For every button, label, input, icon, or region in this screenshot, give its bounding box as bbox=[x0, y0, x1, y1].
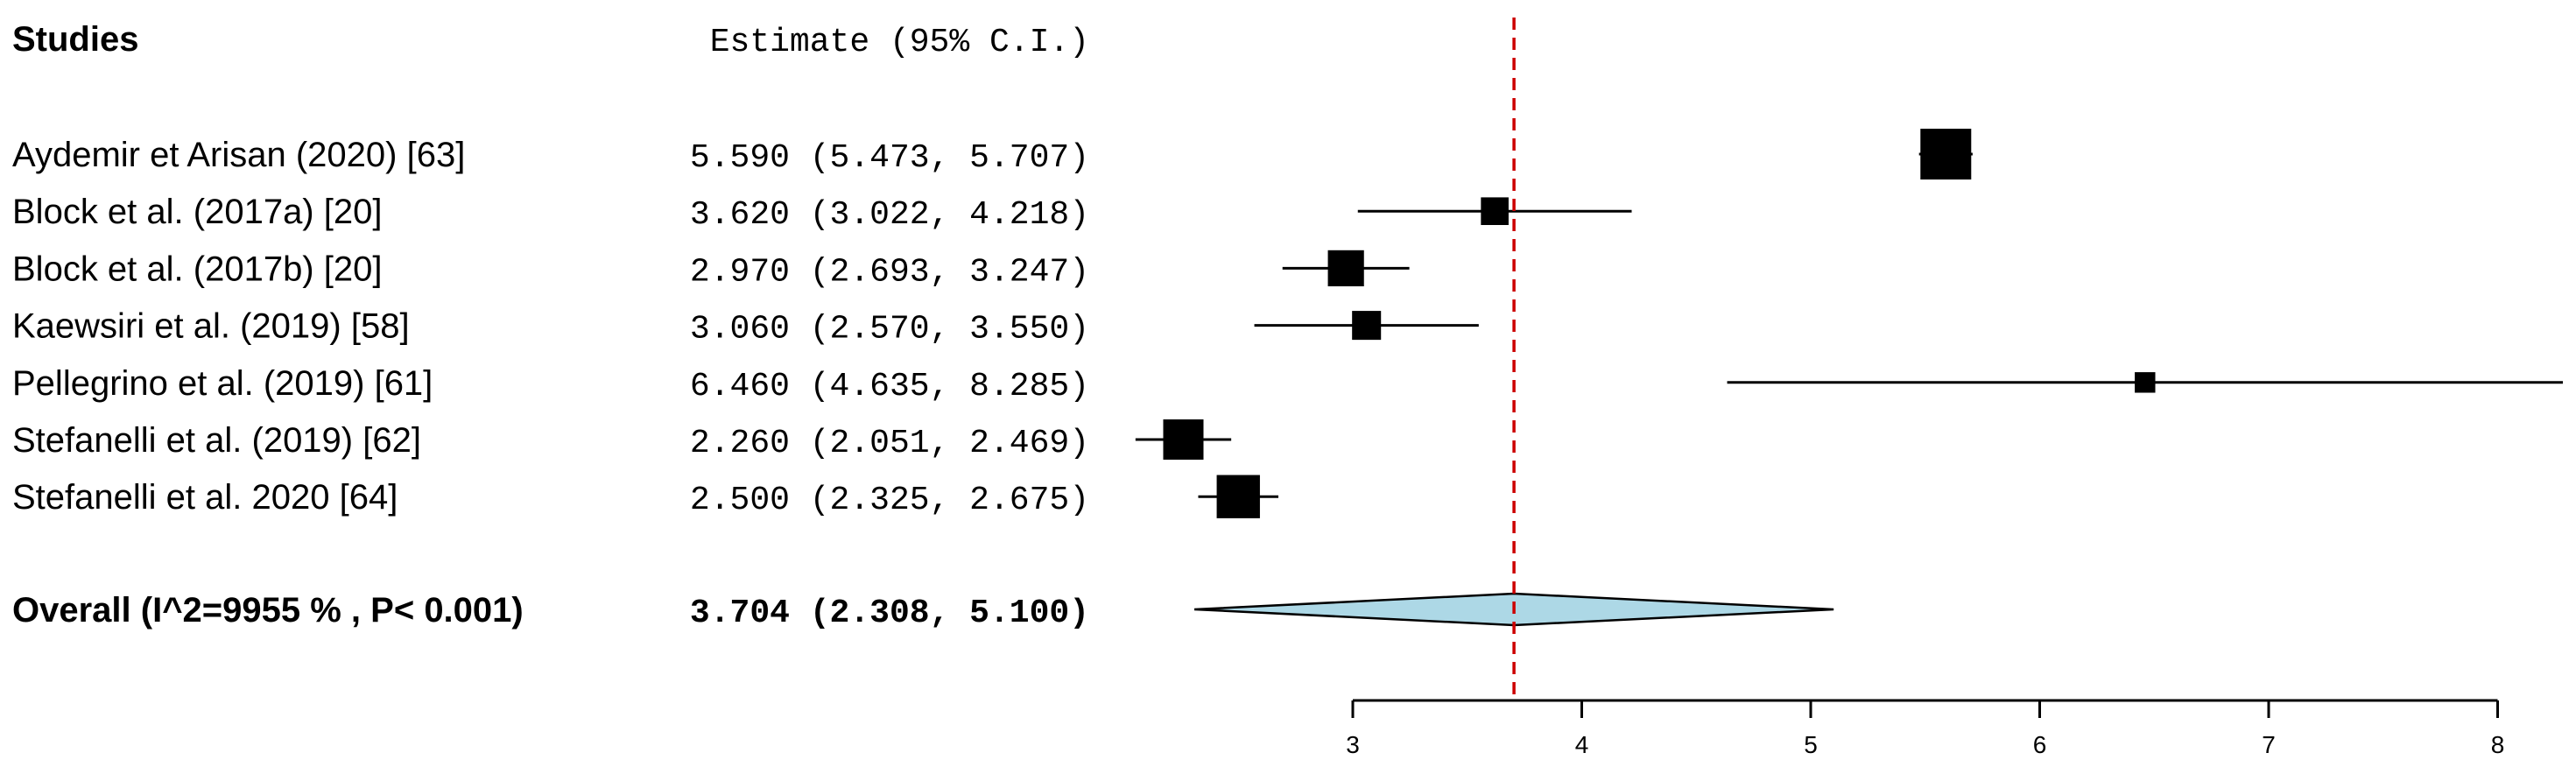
study-label: Block et al. (2017b) [20] bbox=[12, 250, 382, 288]
point-estimate-box bbox=[1920, 129, 1972, 179]
point-estimate-box bbox=[1163, 419, 1204, 460]
point-estimate-box bbox=[1352, 311, 1382, 341]
study-estimate: 2.260 (2.051, 2.469) bbox=[690, 425, 1089, 462]
text-column-layer: Studies Estimate (95% C.I.) Aydemir et A… bbox=[12, 20, 1089, 632]
point-estimate-box bbox=[1216, 475, 1260, 518]
plot-marks-layer: 3 4 5 6 7 8 bbox=[1135, 18, 2564, 758]
study-estimate: 5.590 (5.473, 5.707) bbox=[690, 139, 1089, 177]
study-label: Aydemir et Arisan (2020) [63] bbox=[12, 136, 465, 174]
x-tick-label: 4 bbox=[1575, 731, 1589, 758]
overall-label: Overall (I^2=9955 % , P< 0.001) bbox=[12, 591, 524, 630]
study-estimate: 3.060 (2.570, 3.550) bbox=[690, 311, 1089, 348]
x-tick-label: 5 bbox=[1804, 731, 1818, 758]
point-estimate-box bbox=[2135, 372, 2156, 393]
study-label: Kaewsiri et al. (2019) [58] bbox=[12, 307, 410, 346]
x-tick-label: 3 bbox=[1346, 731, 1360, 758]
study-estimate: 3.620 (3.022, 4.218) bbox=[690, 196, 1089, 234]
study-label: Block et al. (2017a) [20] bbox=[12, 193, 382, 231]
estimate-header: Estimate (95% C.I.) bbox=[710, 24, 1089, 61]
study-label: Stefanelli et al. (2019) [62] bbox=[12, 421, 421, 460]
study-estimate: 2.970 (2.693, 3.247) bbox=[690, 253, 1089, 291]
x-tick-label: 6 bbox=[2033, 731, 2047, 758]
x-tick-label: 8 bbox=[2491, 731, 2505, 758]
study-estimate: 2.500 (2.325, 2.675) bbox=[690, 482, 1089, 519]
studies-header: Studies bbox=[12, 20, 138, 59]
point-estimate-box bbox=[1327, 250, 1364, 286]
overall-estimate: 3.704 (2.308, 5.100) bbox=[690, 595, 1089, 632]
study-estimate: 6.460 (4.635, 8.285) bbox=[690, 368, 1089, 405]
x-tick-label: 7 bbox=[2262, 731, 2276, 758]
study-label: Stefanelli et al. 2020 [64] bbox=[12, 478, 398, 517]
point-estimate-box bbox=[1481, 197, 1509, 225]
study-label: Pellegrino et al. (2019) [61] bbox=[12, 364, 433, 403]
